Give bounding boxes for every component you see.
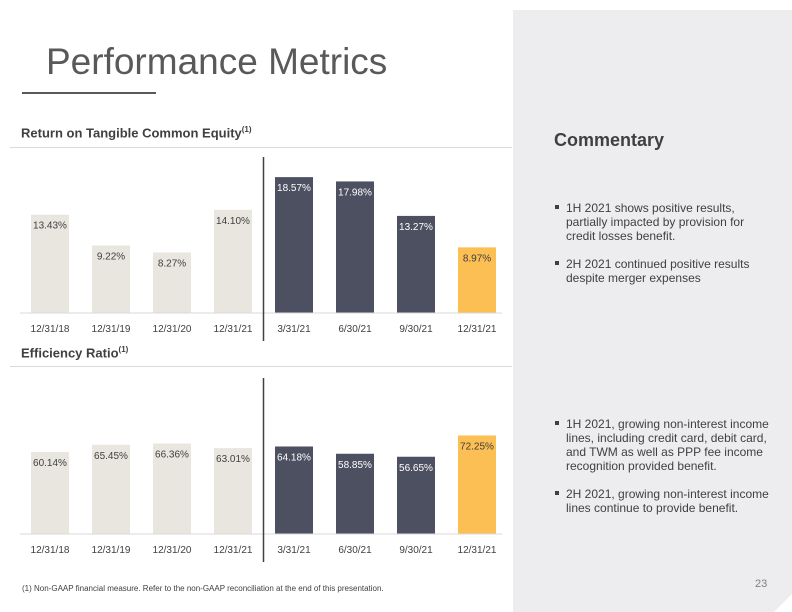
x-tick-label: 3/31/21 <box>277 545 311 556</box>
efficiency-title-footnote-marker: (1) <box>118 345 129 354</box>
panel-corner <box>774 594 792 612</box>
x-tick-label: 6/30/21 <box>338 324 372 335</box>
bar-3-31-21-4 <box>275 446 313 534</box>
x-tick-label: 3/31/21 <box>277 324 311 335</box>
x-tick-label: 12/31/19 <box>92 324 131 335</box>
x-tick-label: 12/31/21 <box>458 545 497 556</box>
data-label: 13.43% <box>33 221 67 232</box>
bar-12-31-19-1 <box>92 444 130 534</box>
rotce-chart: 13.43% 12/31/18 9.22% 12/31/19 8.27% 12/31/20… <box>10 155 512 345</box>
data-label: 60.14% <box>33 458 67 469</box>
bar-6-30-21-5 <box>336 453 374 534</box>
bar-3-31-21-4 <box>275 177 313 313</box>
rotce-chart-title-text: Return on Tangible Common Equity <box>21 125 242 141</box>
x-tick-label: 12/31/20 <box>153 545 192 556</box>
bar-6-30-21-5 <box>336 181 374 313</box>
x-tick-label: 12/31/21 <box>214 324 253 335</box>
data-label: 65.45% <box>94 451 128 462</box>
bar-12-31-21-3 <box>214 448 252 534</box>
bar-12-31-21-7 <box>458 435 496 534</box>
efficiency-commentary: 1H 2021, growing non-interest income lin… <box>554 417 774 529</box>
bar-9-30-21-6 <box>397 456 435 534</box>
data-label: 8.27% <box>158 258 186 269</box>
efficiency-chart-title: Efficiency Ratio(1) <box>21 345 128 360</box>
data-label: 56.65% <box>399 463 433 474</box>
bar-12-31-21-3 <box>214 209 252 313</box>
data-label: 58.85% <box>338 460 372 471</box>
page-title: Performance Metrics <box>46 41 388 82</box>
data-label: 17.98% <box>338 187 372 198</box>
data-label: 13.27% <box>399 222 433 233</box>
x-tick-label: 12/31/21 <box>214 545 253 556</box>
data-label: 66.36% <box>155 450 189 461</box>
rotce-chart-title: Return on Tangible Common Equity(1) <box>21 125 252 140</box>
bar-12-31-20-2 <box>153 252 191 313</box>
rotce-commentary: 1H 2021 shows positive results, partiall… <box>554 201 774 299</box>
commentary-bullet: 2H 2021 continued positive results despi… <box>554 257 774 285</box>
page-number: 23 <box>755 578 768 590</box>
title-underline <box>22 92 156 94</box>
commentary-bullet: 1H 2021, growing non-interest income lin… <box>554 417 774 473</box>
x-tick-label: 12/31/18 <box>31 324 70 335</box>
data-label: 9.22% <box>97 252 125 263</box>
data-label: 64.18% <box>277 452 311 463</box>
bar-12-31-21-7 <box>458 247 496 313</box>
x-tick-label: 9/30/21 <box>399 545 433 556</box>
footnote: (1) Non-GAAP financial measure. Refer to… <box>22 584 384 593</box>
data-label: 72.25% <box>460 441 494 452</box>
x-tick-label: 6/30/21 <box>338 545 372 556</box>
efficiency-chart-title-text: Efficiency Ratio <box>21 345 119 361</box>
x-tick-label: 12/31/21 <box>458 324 497 335</box>
bar-12-31-20-2 <box>153 443 191 534</box>
bar-12-31-19-1 <box>92 245 130 313</box>
chart-svg: 13.43% 12/31/18 9.22% 12/31/19 8.27% 12/31/20… <box>20 157 502 341</box>
data-label: 8.97% <box>463 253 491 264</box>
rotce-title-footnote-marker: (1) <box>241 125 252 134</box>
bar-12-31-18-0 <box>31 214 69 313</box>
data-label: 18.57% <box>277 183 311 194</box>
bar-9-30-21-6 <box>397 215 435 313</box>
bar-12-31-18-0 <box>31 451 69 534</box>
data-label: 14.10% <box>216 216 250 227</box>
commentary-title: Commentary <box>554 130 665 150</box>
x-tick-label: 9/30/21 <box>399 324 433 335</box>
x-tick-label: 12/31/18 <box>31 545 70 556</box>
efficiency-title-rule <box>10 366 512 367</box>
commentary-bullet: 2H 2021, growing non-interest income lin… <box>554 487 774 515</box>
x-tick-label: 12/31/19 <box>92 545 131 556</box>
efficiency-chart: 60.14% 12/31/18 65.45% 12/31/19 66.36% 12/31/… <box>10 376 512 566</box>
data-label: 63.01% <box>216 454 250 465</box>
rotce-title-rule <box>10 147 512 148</box>
commentary-bullet: 1H 2021 shows positive results, partiall… <box>554 201 774 243</box>
commentary-panel <box>513 10 792 612</box>
x-tick-label: 12/31/20 <box>153 324 192 335</box>
chart-svg: 60.14% 12/31/18 65.45% 12/31/19 66.36% 12/31/… <box>20 378 502 562</box>
